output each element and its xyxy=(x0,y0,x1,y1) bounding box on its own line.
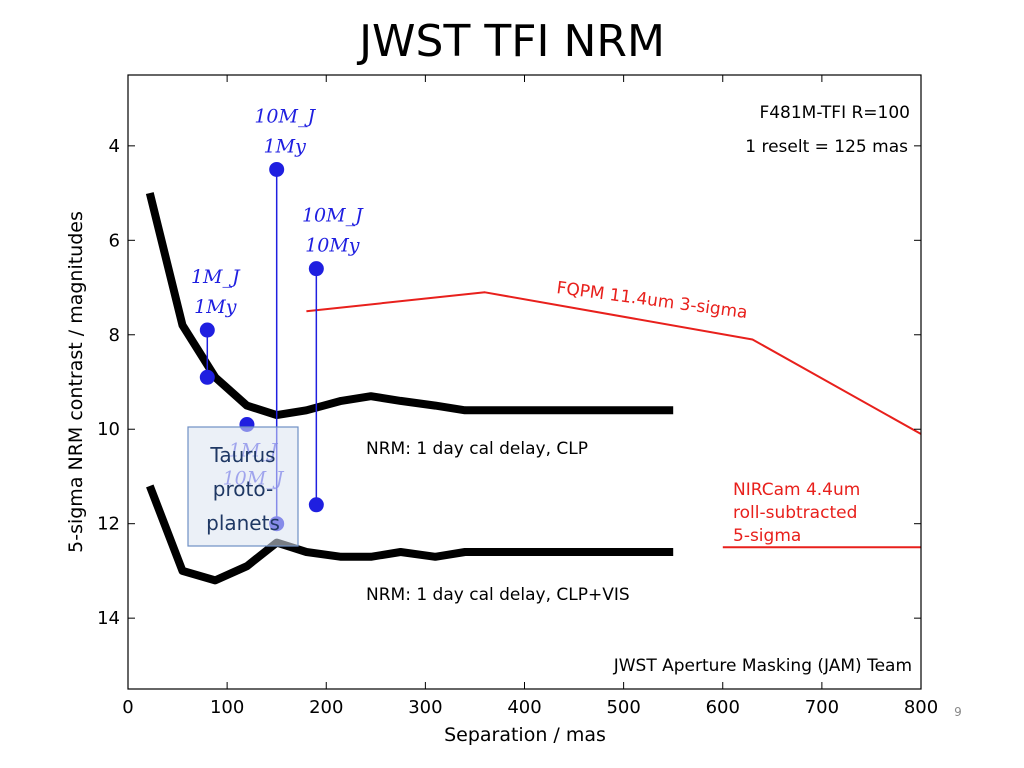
annotation-nircam-3: 5-sigma xyxy=(733,526,801,546)
taurus-label-1: Taurus xyxy=(209,443,275,467)
annotation-team: JWST Aperture Masking (JAM) Team xyxy=(613,656,912,676)
x-tick-label: 400 xyxy=(507,697,541,718)
annotation-clp-vis: NRM: 1 day cal delay, CLP+VIS xyxy=(366,585,630,605)
y-tick-label: 8 xyxy=(109,325,120,346)
planet-label-age-3: 10My xyxy=(305,235,360,257)
x-tick-label: 600 xyxy=(706,697,740,718)
planet-point-top-2 xyxy=(269,161,285,177)
planet-label-age-1: 1My xyxy=(194,296,237,318)
x-axis-label: Separation / mas xyxy=(444,724,606,746)
annotation-clp: NRM: 1 day cal delay, CLP xyxy=(366,439,588,459)
planet-label-mass-1: 1M_J xyxy=(191,266,241,288)
x-tick-label: 800 xyxy=(904,697,938,718)
annotation-fqpm: FQPM 11.4um 3-sigma xyxy=(555,278,748,323)
series-line-2 xyxy=(146,484,674,585)
y-tick-label: 14 xyxy=(97,608,120,629)
x-tick-label: 500 xyxy=(606,697,640,718)
planet-label-mass-2: 10M_J xyxy=(254,105,316,127)
y-tick-label: 10 xyxy=(97,419,120,440)
x-tick-label: 100 xyxy=(210,697,244,718)
x-tick-label: 300 xyxy=(408,697,442,718)
planet-label-age-2: 1My xyxy=(264,135,307,157)
taurus-label-3: planets xyxy=(206,511,280,535)
annotation-nircam-1: NIRCam 4.4um xyxy=(733,480,860,500)
planet-point-bottom-1 xyxy=(199,369,215,385)
axes: 0 100 200 300 400 500 600 700 800 4 6 8 10 12 14 xyxy=(97,75,938,718)
planet-point-bottom-3 xyxy=(308,497,324,513)
y-tick-label: 12 xyxy=(97,514,120,535)
y-tick-label: 4 xyxy=(109,136,120,157)
planet-point-top-3 xyxy=(308,261,324,277)
planet-point-top-1 xyxy=(199,322,215,338)
x-tick-label: 700 xyxy=(805,697,839,718)
annotation-nircam-2: roll-subtracted xyxy=(733,503,857,523)
annotation-reselt: 1 reselt = 125 mas xyxy=(745,137,908,157)
page-number: 9 xyxy=(954,705,962,719)
x-tick-label: 0 xyxy=(122,697,133,718)
annotation-filter: F481M-TFI R=100 xyxy=(759,103,910,123)
y-tick-label: 6 xyxy=(109,230,120,251)
series-line-3 xyxy=(306,291,922,435)
slide-title: JWST TFI NRM xyxy=(356,16,665,67)
taurus-box: Taurus proto- planets xyxy=(187,426,299,547)
y-axis-label: 5-sigma NRM contrast / magnitudes xyxy=(65,211,87,553)
x-tick-label: 200 xyxy=(309,697,343,718)
series-line-1 xyxy=(145,192,674,420)
planet-label-mass-3: 10M_J xyxy=(302,205,364,227)
taurus-label-2: proto- xyxy=(213,477,273,501)
